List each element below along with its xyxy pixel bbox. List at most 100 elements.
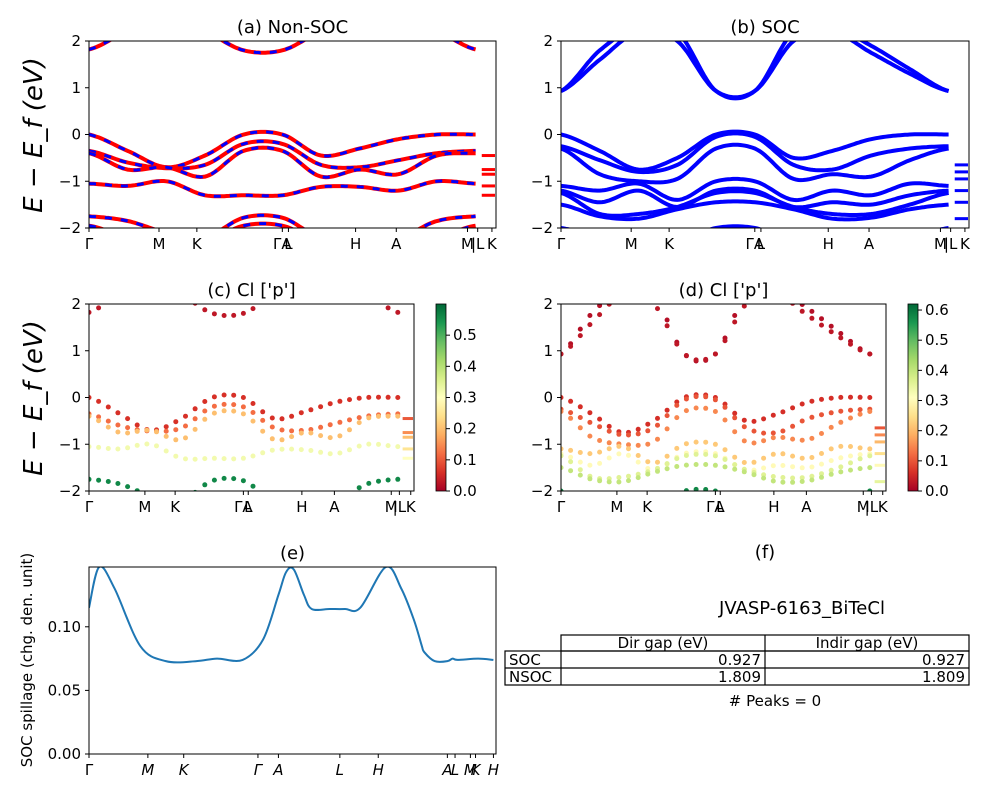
plot-area (89, 284, 413, 497)
xtick-label: |L (471, 235, 485, 253)
band-point-9-15 (703, 487, 709, 491)
xtick-label: K (179, 761, 190, 779)
band-point-2-25 (799, 401, 805, 407)
xtick-label: A (391, 235, 402, 253)
band-point-5-10 (655, 459, 660, 465)
band-point-4-1 (96, 444, 102, 450)
band-point-8-18 (732, 466, 738, 472)
xtick-label: Γ (85, 235, 94, 253)
xtick-label: K (471, 761, 482, 779)
band-point-6-8 (635, 459, 641, 465)
band-point-6-21 (761, 465, 767, 471)
ytick-label: 2 (71, 295, 81, 313)
band-point-2-23 (308, 427, 314, 432)
band-point-2-3 (115, 422, 121, 428)
ytick-label: −1 (531, 172, 553, 190)
band-point-7-31 (857, 456, 863, 462)
band-point-8-25 (799, 479, 805, 484)
band-point-1-31 (857, 347, 863, 353)
band-point-8-32 (867, 465, 873, 471)
band-point-2-32 (867, 395, 873, 400)
band-point-4-14 (221, 456, 227, 462)
band-point-4-6 (144, 441, 150, 447)
band-point-9-8 (636, 504, 641, 509)
band-point-3-17 (722, 404, 728, 410)
ytick-label: 2 (543, 32, 553, 50)
xtick-label: Γ (557, 498, 566, 516)
band-point-3-27 (819, 412, 824, 418)
band-point-5-29 (366, 480, 372, 486)
xtick-label: K (960, 235, 971, 253)
xtick-label: K (192, 235, 203, 253)
ytick-label: −2 (531, 482, 553, 500)
band-point-0-22 (299, 284, 304, 289)
band-point-6-2 (577, 459, 583, 465)
band-point-5-28 (828, 446, 834, 452)
band-point-3-5 (134, 428, 140, 434)
band-point-1-5 (606, 304, 612, 307)
band-point-5-9 (645, 459, 651, 465)
band-point-5-30 (376, 478, 381, 484)
xtick-label: ΓA (706, 498, 725, 516)
band-line-dash-4 (89, 179, 476, 198)
band-line-6 (89, 221, 476, 228)
plot-area (89, 567, 494, 664)
band-point-3-20 (751, 428, 757, 434)
band-point-1-12 (674, 341, 680, 347)
band-point-2-24 (790, 405, 796, 411)
table-grid (504, 634, 970, 686)
spillage-line (89, 567, 494, 664)
xtick-label: M (625, 235, 638, 253)
band-point-7-15 (703, 451, 709, 457)
band-point-5-32 (395, 476, 401, 482)
band-point-3-32 (395, 413, 401, 419)
band-point-7-0 (561, 453, 564, 459)
band-point-1-25 (327, 401, 333, 407)
band-point-0-26 (809, 308, 815, 314)
ytick-label: 0 (71, 389, 81, 407)
band-point-9-29 (838, 497, 843, 502)
band-point-4-5 (134, 442, 140, 448)
band-point-1-15 (703, 356, 709, 362)
ytick-label: 1 (71, 342, 81, 360)
band-point-4-3 (587, 433, 593, 439)
band-point-3-1 (96, 418, 102, 424)
plot-area (561, 285, 885, 509)
band-point-5-29 (838, 443, 844, 449)
band-point-0-32 (395, 309, 401, 315)
band-point-7-24 (790, 475, 796, 481)
colorbar-label: 0.1 (925, 452, 949, 470)
band-point-2-21 (761, 416, 767, 422)
colorbar-label: 0.3 (453, 389, 477, 407)
band-line-3 (561, 131, 949, 175)
band-point-4-9 (173, 453, 179, 459)
axes-frame (88, 303, 415, 492)
band-point-2-30 (848, 394, 853, 400)
ytick-label: 2 (543, 295, 553, 313)
band-point-4-30 (848, 415, 853, 421)
band-point-5-1 (568, 447, 574, 453)
band-point-0-10 (183, 294, 188, 299)
band-point-0-22 (771, 287, 776, 292)
band-point-3-16 (712, 397, 718, 403)
band-point-6-3 (587, 462, 593, 468)
xtick-label: H (296, 498, 307, 516)
band-point-3-28 (356, 420, 362, 426)
band-point-5-3 (115, 481, 121, 486)
band-point-9-13 (683, 488, 689, 491)
band-point-5-27 (347, 492, 352, 497)
band-point-1-12 (202, 399, 208, 404)
band-point-3-15 (231, 408, 237, 414)
band-point-4-14 (693, 405, 699, 411)
band-point-0-8 (636, 285, 641, 290)
ytick-label: −1 (59, 435, 81, 453)
band-point-7-7 (626, 473, 631, 479)
xtick-label: M (464, 761, 477, 779)
band-point-2-3 (587, 410, 593, 416)
band-point-4-28 (828, 424, 834, 430)
band-point-5-0 (89, 476, 92, 482)
band-point-4-20 (279, 446, 285, 452)
band-point-1-30 (376, 394, 381, 400)
band-point-3-24 (318, 433, 324, 439)
band-point-4-11 (192, 456, 198, 462)
